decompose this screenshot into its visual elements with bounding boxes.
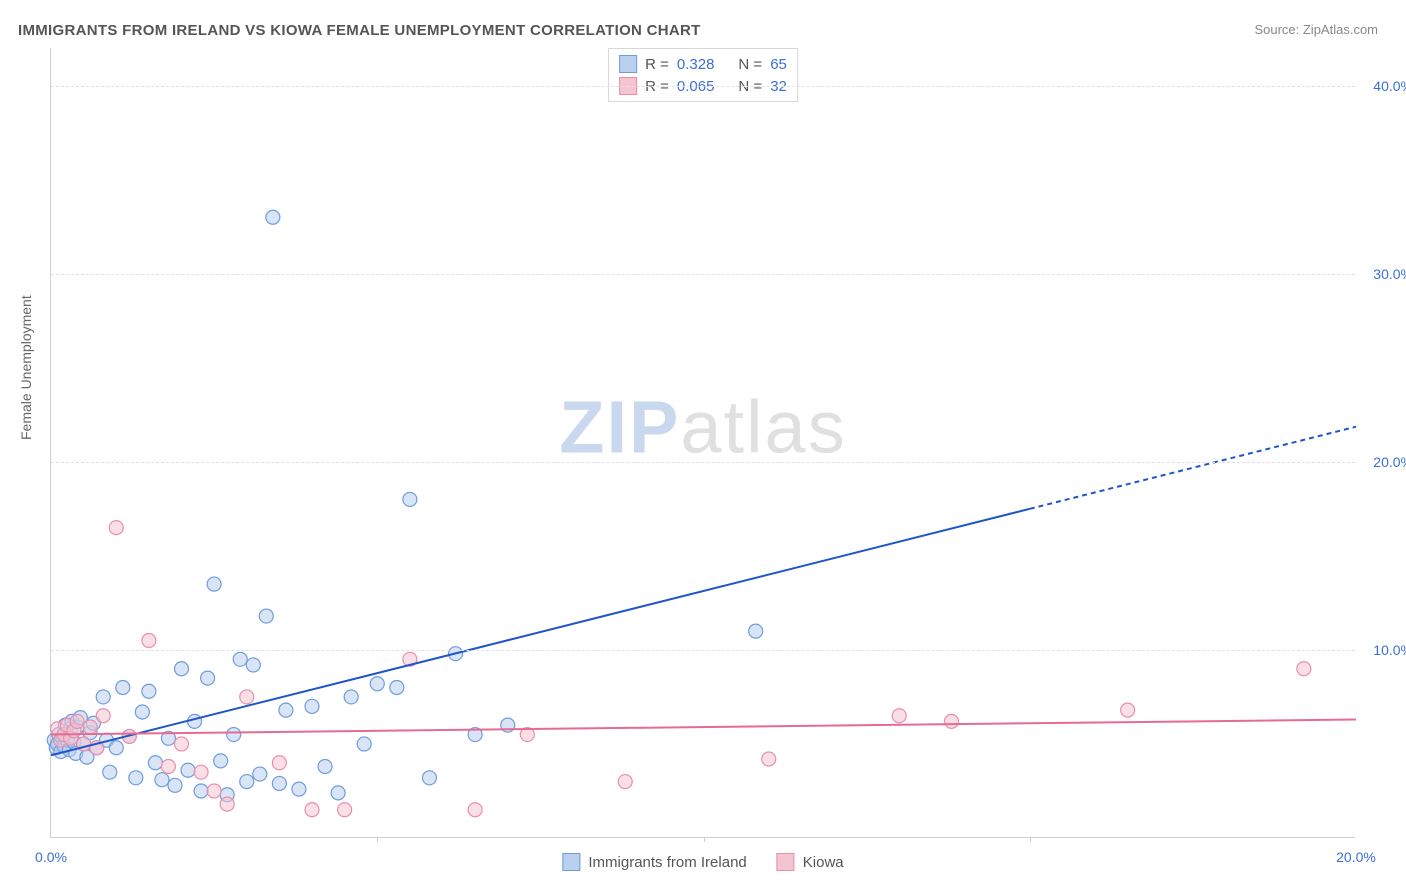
scatter-point [246,658,260,672]
scatter-point [305,699,319,713]
legend-item: Kiowa [777,853,844,871]
legend-swatch [777,853,795,871]
scatter-point [214,754,228,768]
scatter-point [944,714,958,728]
scatter-point [468,803,482,817]
y-tick-label: 20.0% [1373,454,1406,470]
scatter-point [390,681,404,695]
scatter-point [175,662,189,676]
gridline-h [51,462,1355,463]
x-tick-mark [1030,837,1031,842]
y-tick-label: 10.0% [1373,642,1406,658]
scatter-point [403,492,417,506]
scatter-point [181,763,195,777]
y-tick-label: 40.0% [1373,78,1406,94]
x-tick-label: 0.0% [35,849,67,865]
scatter-point [83,720,97,734]
scatter-point [96,709,110,723]
scatter-point [103,765,117,779]
chart-plot-area: ZIPatlas R =0.328N =65R =0.065N =32 Immi… [50,48,1355,838]
scatter-point [318,760,332,774]
scatter-point [292,782,306,796]
scatter-point [129,771,143,785]
trend-line-extrapolated [1030,427,1356,509]
gridline-h [51,86,1355,87]
source-attribution: Source: ZipAtlas.com [1254,22,1378,37]
scatter-point [1121,703,1135,717]
trend-line [51,720,1356,735]
scatter-point [233,652,247,666]
scatter-point [618,775,632,789]
scatter-point [279,703,293,717]
legend-series-label: Kiowa [803,854,844,871]
scatter-point [240,690,254,704]
scatter-point [201,671,215,685]
scatter-point [370,677,384,691]
legend-swatch [562,853,580,871]
scatter-point [135,705,149,719]
x-tick-label: 20.0% [1336,849,1376,865]
scatter-point [194,784,208,798]
y-axis-label: Female Unemployment [18,295,34,440]
y-tick-label: 30.0% [1373,266,1406,282]
scatter-point [227,728,241,742]
scatter-point [422,771,436,785]
scatter-point [272,756,286,770]
scatter-plot-svg [51,48,1355,837]
scatter-point [188,714,202,728]
scatter-point [892,709,906,723]
scatter-point [142,634,156,648]
gridline-h [51,274,1355,275]
scatter-point [240,775,254,789]
gridline-h [51,650,1355,651]
scatter-point [338,803,352,817]
x-tick-mark [704,837,705,842]
scatter-point [207,784,221,798]
scatter-point [344,690,358,704]
scatter-point [749,624,763,638]
series-legend: Immigrants from Ireland Kiowa [562,853,843,871]
scatter-point [253,767,267,781]
scatter-point [161,760,175,774]
scatter-point [194,765,208,779]
scatter-point [259,609,273,623]
scatter-point [109,521,123,535]
legend-series-label: Immigrants from Ireland [588,854,746,871]
scatter-point [70,714,84,728]
scatter-point [96,690,110,704]
scatter-point [168,778,182,792]
scatter-point [220,797,234,811]
trend-line [51,509,1030,755]
scatter-point [175,737,189,751]
scatter-point [331,786,345,800]
scatter-point [762,752,776,766]
scatter-point [109,741,123,755]
scatter-point [266,210,280,224]
scatter-point [155,773,169,787]
x-tick-mark [377,837,378,842]
scatter-point [207,577,221,591]
scatter-point [142,684,156,698]
scatter-point [1297,662,1311,676]
scatter-point [116,681,130,695]
scatter-point [272,776,286,790]
scatter-point [148,756,162,770]
chart-title: IMMIGRANTS FROM IRELAND VS KIOWA FEMALE … [18,22,701,39]
legend-item: Immigrants from Ireland [562,853,746,871]
scatter-point [357,737,371,751]
scatter-point [305,803,319,817]
